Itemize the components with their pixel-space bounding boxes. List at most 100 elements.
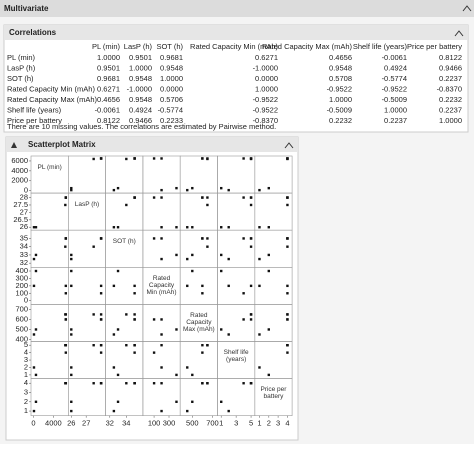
scatter-header[interactable] [6, 137, 298, 152]
point [99, 318, 103, 321]
cell: -0.5774 [158, 105, 183, 114]
point [99, 313, 103, 316]
point [258, 333, 261, 336]
y-tick-label: 400 [15, 266, 28, 275]
point [32, 257, 36, 261]
point [258, 257, 261, 261]
collapse-icon[interactable] [284, 142, 294, 149]
x-tick-label: 5 [249, 419, 253, 428]
cell: 0.5708 [329, 74, 352, 83]
point [191, 253, 194, 257]
diagonal-label-text: Rated Capacity Max (mAh) [182, 311, 215, 333]
point [206, 245, 209, 248]
point [70, 333, 73, 336]
point [286, 313, 289, 316]
cell: 0.6271 [97, 84, 120, 93]
cell: -0.5009 [382, 95, 407, 104]
cell: 0.2237 [384, 116, 407, 125]
point [220, 400, 223, 403]
x-tick-label: 27 [82, 419, 90, 428]
point [267, 328, 270, 331]
point [125, 382, 128, 385]
cell: 0.9681 [97, 74, 120, 83]
point [125, 157, 128, 161]
point [32, 284, 36, 288]
point [133, 351, 136, 354]
y-tick-label: 0 [24, 296, 28, 305]
point [286, 318, 289, 321]
point [267, 186, 270, 190]
x-tick-label: 100 [148, 419, 161, 428]
main-title: Multivariate [4, 4, 49, 13]
scatter-panel [5, 136, 299, 441]
point [152, 382, 156, 385]
cell: -0.8370 [253, 116, 278, 125]
point [70, 253, 73, 257]
collapse-icon[interactable] [454, 30, 464, 37]
point [242, 237, 245, 240]
x-tick-label: 700 [206, 419, 219, 428]
point [64, 292, 68, 295]
point [201, 344, 204, 347]
cell: -0.9522 [382, 84, 407, 93]
point [92, 157, 95, 161]
point [34, 400, 38, 403]
point [191, 226, 194, 229]
main-header[interactable] [0, 0, 474, 17]
point [133, 292, 136, 295]
note: There are 10 missing values. The correla… [7, 122, 276, 131]
point [133, 157, 136, 160]
point [249, 313, 253, 316]
point [206, 157, 209, 160]
cell: 0.4656 [329, 53, 352, 62]
point [206, 344, 209, 347]
point [258, 284, 261, 288]
point [191, 373, 194, 377]
x-tick-label: 300 [163, 419, 176, 428]
point [64, 313, 68, 316]
y-tick-label: 2 [24, 397, 28, 406]
menu-icon[interactable] [11, 142, 17, 148]
row-label: Price per battery [7, 116, 62, 125]
collapse-icon[interactable] [462, 5, 472, 12]
point [201, 351, 204, 354]
x-tick-label: 2 [267, 419, 271, 428]
point [206, 196, 209, 199]
point [206, 203, 209, 207]
cell: -0.0061 [382, 53, 407, 62]
point [160, 318, 163, 321]
diagonal-label: LasP (h) [75, 201, 99, 208]
point [133, 318, 136, 321]
cell: 1.0000 [384, 105, 407, 114]
diagonal-label-text: PL (min) [37, 163, 62, 171]
point [133, 196, 136, 199]
column-header: Price per battery [407, 42, 462, 51]
point [70, 373, 73, 377]
point [99, 344, 103, 347]
cell: -0.5009 [327, 105, 352, 114]
point [64, 196, 68, 199]
y-tick-label: 6000 [11, 156, 28, 165]
point [220, 253, 223, 257]
cell: 0.9548 [329, 63, 352, 72]
point [175, 400, 178, 403]
point [112, 366, 116, 369]
y-tick-label: 0 [24, 186, 28, 195]
point [160, 333, 163, 336]
point [186, 409, 189, 413]
point [206, 382, 209, 385]
point [220, 186, 223, 190]
y-tick-label: 500 [15, 324, 28, 333]
point [99, 382, 103, 385]
point [186, 366, 189, 369]
point [191, 186, 194, 190]
point [64, 351, 68, 354]
cell: 1.0000 [97, 53, 120, 62]
point [201, 157, 204, 160]
point [152, 351, 156, 354]
y-tick-label: 32 [20, 258, 28, 267]
correlations-header[interactable] [4, 25, 468, 40]
point [99, 292, 103, 295]
diagonal-label: Shelf life (years) [224, 349, 249, 363]
